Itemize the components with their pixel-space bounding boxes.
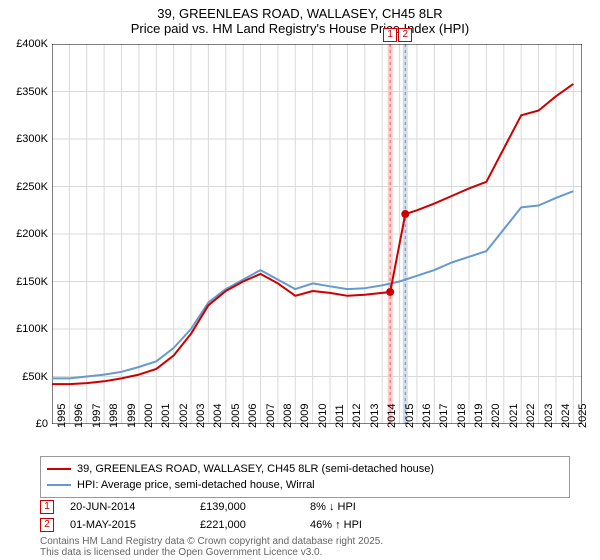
y-tick-label: £50K xyxy=(0,371,48,383)
x-tick-label: 2017 xyxy=(438,404,450,428)
x-tick-label: 2023 xyxy=(543,404,555,428)
x-tick-label: 2011 xyxy=(334,404,346,428)
sale-marker-2: 2 xyxy=(40,518,54,532)
x-tick-label: 2012 xyxy=(351,404,363,428)
y-tick-label: £100K xyxy=(0,323,48,335)
x-tick-label: 2018 xyxy=(456,404,468,428)
x-tick-label: 1997 xyxy=(91,404,103,428)
y-tick-label: £300K xyxy=(0,133,48,145)
x-tick-label: 2003 xyxy=(195,404,207,428)
y-tick-label: £350K xyxy=(0,86,48,98)
sale-row-2: 2 01-MAY-2015 £221,000 46% ↑ HPI xyxy=(40,516,430,534)
x-tick-label: 1999 xyxy=(126,404,138,428)
title-block: 39, GREENLEAS ROAD, WALLASEY, CH45 8LR P… xyxy=(0,0,600,36)
footer: Contains HM Land Registry data © Crown c… xyxy=(40,536,383,558)
legend-label-hpi: HPI: Average price, semi-detached house,… xyxy=(77,479,315,491)
x-tick-label: 2013 xyxy=(369,404,381,428)
x-tick-label: 1996 xyxy=(73,404,85,428)
x-tick-label: 2025 xyxy=(577,404,589,428)
x-tick-label: 1998 xyxy=(108,404,120,428)
sale-delta-1: 8% ↓ HPI xyxy=(310,501,430,513)
footer-line1: Contains HM Land Registry data © Crown c… xyxy=(40,536,383,547)
x-tick-label: 2019 xyxy=(473,404,485,428)
legend-swatch-property xyxy=(47,468,71,470)
x-tick-label: 2024 xyxy=(560,404,572,428)
x-tick-label: 2020 xyxy=(490,404,502,428)
chart-svg xyxy=(52,44,582,424)
x-tick-label: 2001 xyxy=(160,404,172,428)
legend-row-hpi: HPI: Average price, semi-detached house,… xyxy=(47,477,563,493)
legend: 39, GREENLEAS ROAD, WALLASEY, CH45 8LR (… xyxy=(40,456,570,498)
sale-price-1: £139,000 xyxy=(200,501,310,513)
x-tick-label: 2002 xyxy=(178,404,190,428)
y-tick-label: £200K xyxy=(0,228,48,240)
x-tick-label: 2007 xyxy=(265,404,277,428)
x-tick-label: 2009 xyxy=(299,404,311,428)
x-tick-label: 2015 xyxy=(404,404,416,428)
x-tick-label: 2010 xyxy=(317,404,329,428)
legend-row-property: 39, GREENLEAS ROAD, WALLASEY, CH45 8LR (… xyxy=(47,461,563,477)
sale-delta-2: 46% ↑ HPI xyxy=(310,519,430,531)
x-tick-label: 2016 xyxy=(421,404,433,428)
legend-swatch-hpi xyxy=(47,484,71,486)
sale-date-2: 01-MAY-2015 xyxy=(70,519,200,531)
chart-area xyxy=(52,44,582,424)
chart-sale-marker-1: 1 xyxy=(383,28,397,42)
sales-table: 1 20-JUN-2014 £139,000 8% ↓ HPI 2 01-MAY… xyxy=(40,498,430,534)
x-tick-label: 2021 xyxy=(508,404,520,428)
x-tick-label: 2000 xyxy=(143,404,155,428)
x-tick-label: 2022 xyxy=(525,404,537,428)
title-line1: 39, GREENLEAS ROAD, WALLASEY, CH45 8LR xyxy=(0,6,600,21)
chart-container: 39, GREENLEAS ROAD, WALLASEY, CH45 8LR P… xyxy=(0,0,600,560)
sale-row-1: 1 20-JUN-2014 £139,000 8% ↓ HPI xyxy=(40,498,430,516)
y-tick-label: £0 xyxy=(0,418,48,430)
x-tick-label: 2014 xyxy=(386,404,398,428)
chart-sale-marker-2: 2 xyxy=(398,28,412,42)
x-tick-label: 2004 xyxy=(212,404,224,428)
sale-date-1: 20-JUN-2014 xyxy=(70,501,200,513)
sale-price-2: £221,000 xyxy=(200,519,310,531)
y-tick-label: £250K xyxy=(0,181,48,193)
y-tick-label: £150K xyxy=(0,276,48,288)
y-tick-label: £400K xyxy=(0,38,48,50)
footer-line2: This data is licensed under the Open Gov… xyxy=(40,547,383,558)
x-tick-label: 2008 xyxy=(282,404,294,428)
legend-label-property: 39, GREENLEAS ROAD, WALLASEY, CH45 8LR (… xyxy=(77,463,434,475)
x-tick-label: 2006 xyxy=(247,404,259,428)
x-tick-label: 2005 xyxy=(230,404,242,428)
x-tick-label: 1995 xyxy=(56,404,68,428)
sale-marker-1: 1 xyxy=(40,500,54,514)
title-line2: Price paid vs. HM Land Registry's House … xyxy=(0,21,600,36)
